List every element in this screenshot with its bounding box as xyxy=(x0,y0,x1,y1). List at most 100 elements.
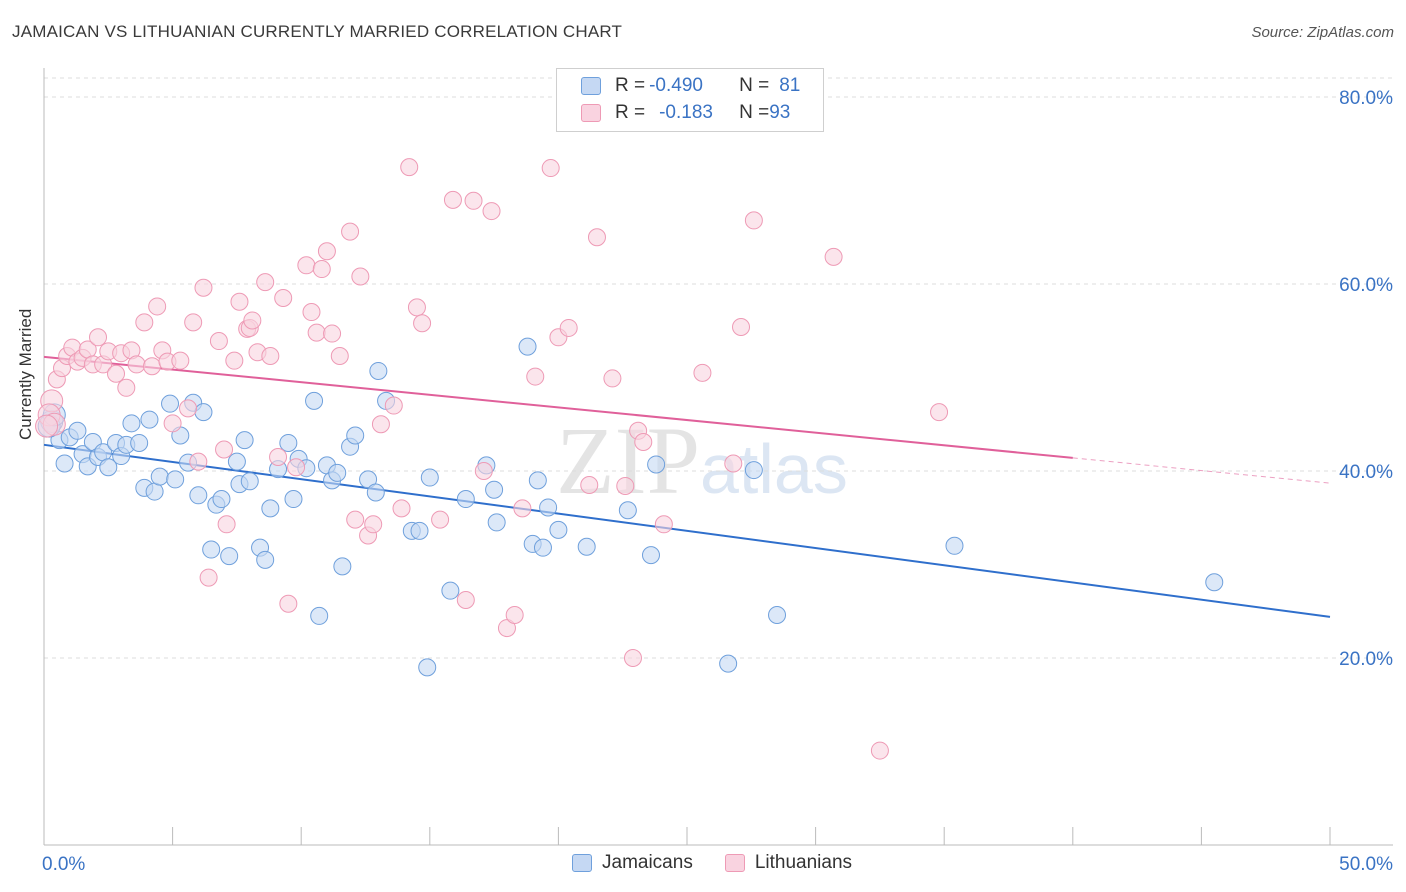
n-value: 81 xyxy=(779,75,801,96)
trend-lines xyxy=(43,355,1331,618)
y-tick-label: 40.0% xyxy=(1339,462,1393,483)
legend-swatch-lithuanians xyxy=(581,104,601,122)
data-point-jamaicans xyxy=(410,521,429,540)
data-point-lithuanians xyxy=(474,462,493,480)
data-point-lithuanians xyxy=(824,247,843,266)
legend-swatch-lithuanians xyxy=(724,854,745,872)
data-point-lithuanians xyxy=(217,515,236,534)
data-point-lithuanians xyxy=(513,499,532,518)
data-point-lithuanians xyxy=(580,476,599,495)
data-point-jamaicans xyxy=(369,361,388,380)
data-point-lithuanians xyxy=(317,242,336,261)
data-point-lithuanians xyxy=(351,267,370,286)
data-point-lithuanians xyxy=(732,318,751,337)
n-label: N = xyxy=(739,75,770,96)
data-point-jamaicans xyxy=(549,520,568,539)
data-point-lithuanians xyxy=(261,346,280,365)
data-points xyxy=(35,158,1224,760)
data-point-jamaicans xyxy=(641,546,660,565)
axes xyxy=(43,68,1393,846)
data-point-jamaicans xyxy=(99,458,118,477)
data-point-lithuanians xyxy=(256,273,275,292)
data-point-jamaicans xyxy=(310,606,329,625)
data-point-jamaicans xyxy=(202,540,221,559)
data-point-jamaicans xyxy=(945,536,964,555)
data-point-lithuanians xyxy=(307,323,326,342)
n-value: 93 xyxy=(769,102,791,123)
legend-label-lithuanians: Lithuanians xyxy=(754,852,853,873)
data-point-lithuanians xyxy=(302,303,321,322)
legend-row-jamaicans: R = -0.490 N = 81 xyxy=(581,74,800,98)
data-point-lithuanians xyxy=(654,515,673,534)
data-point-lithuanians xyxy=(623,649,642,667)
data-point-lithuanians xyxy=(230,292,249,311)
data-point-lithuanians xyxy=(163,414,182,433)
data-point-jamaicans xyxy=(1205,573,1224,592)
data-point-lithuanians xyxy=(541,159,560,178)
r-value: -0.490 xyxy=(649,75,703,96)
data-point-jamaicans xyxy=(577,537,596,556)
data-point-lithuanians xyxy=(482,202,501,221)
trend-line-lithuanians xyxy=(43,355,1073,459)
legend-item-lithuanians: Lithuanians xyxy=(724,852,853,874)
data-point-jamaicans xyxy=(366,483,385,502)
data-point-jamaicans xyxy=(55,454,74,473)
data-point-lithuanians xyxy=(870,741,889,760)
data-point-lithuanians xyxy=(189,452,208,471)
data-point-jamaicans xyxy=(279,433,298,452)
data-point-jamaicans xyxy=(212,490,231,509)
data-point-lithuanians xyxy=(135,313,154,332)
data-point-jamaicans xyxy=(130,433,149,452)
data-point-lithuanians xyxy=(693,363,712,382)
data-point-lithuanians xyxy=(117,378,136,397)
data-point-jamaicans xyxy=(166,470,185,489)
data-point-jamaicans xyxy=(719,654,738,673)
data-point-jamaicans xyxy=(189,486,208,505)
data-point-lithuanians xyxy=(341,222,360,241)
data-point-lithuanians xyxy=(505,605,524,624)
data-point-lithuanians xyxy=(930,403,949,422)
chart-title: JAMAICAN VS LITHUANIAN CURRENTLY MARRIED… xyxy=(12,22,623,41)
grid-lines xyxy=(44,77,1393,659)
data-point-lithuanians xyxy=(199,568,218,587)
data-point-lithuanians xyxy=(616,476,635,495)
data-point-lithuanians xyxy=(384,396,403,415)
data-point-jamaicans xyxy=(284,490,303,509)
data-point-lithuanians xyxy=(587,228,606,247)
data-point-jamaicans xyxy=(418,658,437,677)
data-point-lithuanians xyxy=(225,351,244,370)
data-point-jamaicans xyxy=(161,394,180,413)
data-point-lithuanians xyxy=(215,440,234,459)
source-label: Source: ZipAtlas.com xyxy=(1251,24,1394,41)
data-point-lithuanians xyxy=(724,454,743,473)
data-point-jamaicans xyxy=(328,463,347,482)
data-point-lithuanians xyxy=(371,415,390,434)
data-point-jamaicans xyxy=(346,426,365,445)
trend-line-jamaicans xyxy=(43,443,1331,618)
legend-swatch-jamaicans xyxy=(572,854,592,872)
data-point-jamaicans xyxy=(744,461,763,480)
data-point-jamaicans xyxy=(533,538,552,557)
data-point-lithuanians xyxy=(274,289,293,308)
data-point-lithuanians xyxy=(603,369,622,388)
data-point-jamaicans xyxy=(261,499,280,518)
watermark-zip: ZIP xyxy=(556,407,700,514)
data-point-lithuanians xyxy=(148,297,167,316)
legend-item-jamaicans: Jamaicans xyxy=(572,852,693,874)
series-legend: Jamaicans Lithuanians xyxy=(572,852,884,874)
data-point-lithuanians xyxy=(184,313,203,332)
data-point-lithuanians xyxy=(89,328,108,347)
data-point-jamaicans xyxy=(768,605,787,624)
data-point-jamaicans xyxy=(220,547,239,566)
y-axis-label: Currently Married xyxy=(16,308,35,440)
data-point-jamaicans xyxy=(420,468,439,487)
r-label: R = xyxy=(615,75,646,96)
data-point-lithuanians xyxy=(171,351,190,370)
data-point-lithuanians xyxy=(456,591,475,610)
data-point-lithuanians xyxy=(297,256,316,275)
tick-labels: 20.0% 40.0% 60.0% 80.0% 0.0% 50.0% xyxy=(42,88,1393,875)
data-point-lithuanians xyxy=(107,364,126,383)
data-point-lithuanians xyxy=(35,414,59,438)
data-point-lithuanians xyxy=(330,346,349,365)
data-point-lithuanians xyxy=(179,399,198,418)
